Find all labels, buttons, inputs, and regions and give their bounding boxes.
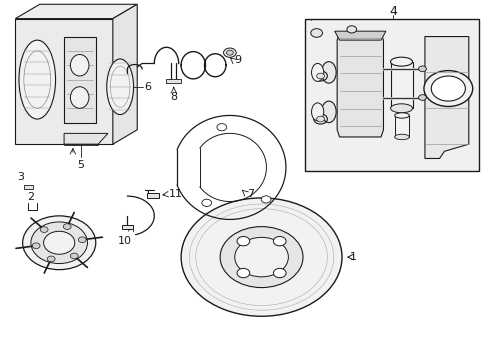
Bar	[147, 193, 159, 198]
Circle shape	[32, 243, 40, 249]
Text: 7: 7	[246, 189, 254, 199]
Ellipse shape	[40, 220, 69, 266]
Circle shape	[78, 237, 86, 243]
Text: 4: 4	[388, 5, 396, 18]
Circle shape	[43, 231, 75, 254]
Circle shape	[423, 71, 472, 107]
Bar	[305, 19, 478, 171]
Polygon shape	[334, 31, 385, 40]
Polygon shape	[64, 37, 96, 123]
Bar	[24, 185, 33, 189]
Polygon shape	[394, 116, 408, 137]
Polygon shape	[113, 4, 137, 144]
Circle shape	[261, 196, 270, 203]
Circle shape	[202, 199, 211, 206]
Circle shape	[31, 222, 87, 264]
Circle shape	[418, 66, 426, 72]
Circle shape	[22, 216, 96, 270]
Polygon shape	[390, 62, 412, 108]
Bar	[166, 79, 181, 83]
Text: 2: 2	[27, 192, 35, 202]
Circle shape	[217, 123, 226, 131]
Ellipse shape	[106, 59, 133, 114]
Text: 10: 10	[118, 235, 132, 246]
Circle shape	[273, 237, 285, 246]
Polygon shape	[64, 134, 108, 144]
Text: 1: 1	[348, 252, 356, 262]
Polygon shape	[15, 19, 113, 144]
Circle shape	[223, 48, 236, 57]
Circle shape	[40, 227, 48, 233]
Text: 9: 9	[233, 55, 241, 65]
Text: 3: 3	[17, 172, 23, 182]
Circle shape	[63, 224, 71, 229]
Ellipse shape	[311, 103, 323, 121]
Polygon shape	[336, 33, 383, 137]
Ellipse shape	[390, 57, 412, 66]
Text: 11: 11	[168, 189, 183, 199]
Circle shape	[346, 26, 356, 33]
Circle shape	[181, 198, 341, 316]
Circle shape	[237, 237, 249, 246]
Ellipse shape	[70, 87, 89, 108]
Ellipse shape	[70, 54, 89, 76]
Circle shape	[237, 268, 249, 278]
Circle shape	[418, 95, 426, 100]
Circle shape	[47, 256, 55, 262]
Polygon shape	[424, 37, 468, 158]
Bar	[122, 225, 133, 229]
Ellipse shape	[390, 104, 412, 113]
Circle shape	[316, 116, 324, 122]
Ellipse shape	[394, 134, 408, 140]
Text: 5: 5	[78, 160, 84, 170]
Circle shape	[273, 268, 285, 278]
Polygon shape	[15, 4, 137, 19]
Circle shape	[226, 50, 233, 55]
Circle shape	[220, 226, 303, 288]
Circle shape	[70, 253, 78, 259]
Text: ·: ·	[309, 17, 311, 26]
Circle shape	[310, 29, 322, 37]
Circle shape	[234, 237, 288, 277]
Ellipse shape	[321, 62, 335, 83]
Ellipse shape	[394, 113, 408, 118]
Circle shape	[430, 76, 465, 101]
Text: 8: 8	[170, 92, 177, 102]
Ellipse shape	[311, 63, 323, 81]
Text: 6: 6	[144, 82, 151, 92]
Ellipse shape	[321, 101, 335, 123]
Ellipse shape	[19, 40, 56, 119]
Circle shape	[316, 73, 324, 79]
